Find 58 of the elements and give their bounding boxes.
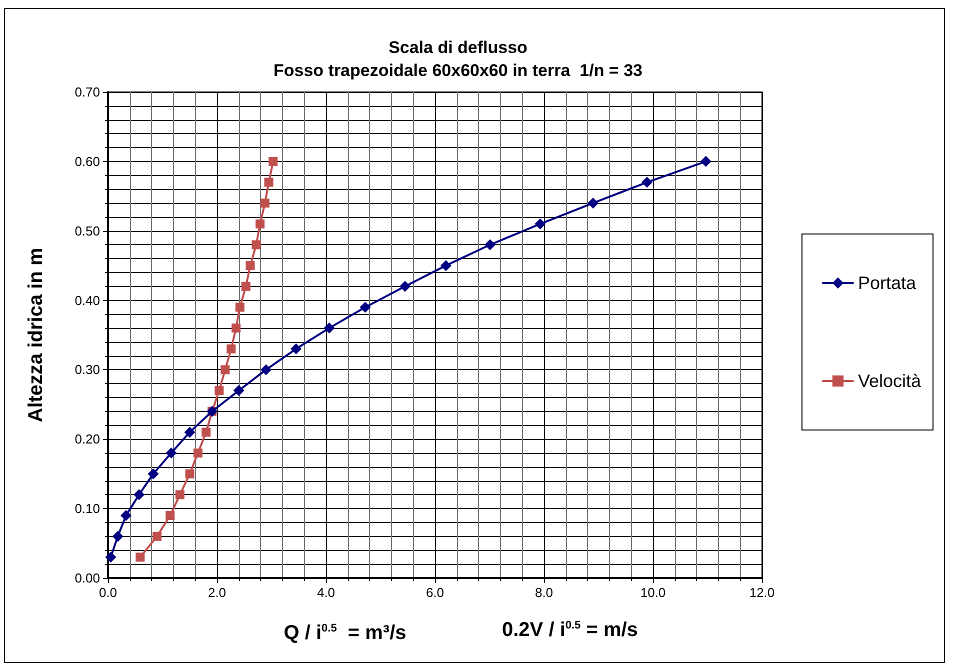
point (260, 364, 272, 376)
point (241, 282, 250, 291)
y-tick-label: 0.70 (74, 84, 100, 100)
point (233, 385, 244, 396)
point (232, 324, 241, 333)
point (256, 219, 265, 228)
y-tick-label: 0.60 (74, 154, 100, 169)
point (152, 532, 162, 541)
point (166, 448, 177, 459)
point (112, 530, 124, 542)
point (185, 469, 194, 478)
point (166, 511, 175, 520)
x-tick-label: 4.0 (316, 585, 336, 600)
point (252, 240, 261, 250)
point (136, 552, 145, 562)
legend-label: Portata (858, 273, 917, 293)
point (264, 178, 274, 187)
point (202, 428, 211, 437)
point (193, 448, 202, 458)
chart-title: Scala di deflusso (388, 38, 528, 57)
point (290, 343, 302, 354)
y-tick-label: 0.40 (74, 292, 100, 308)
x-tick-label: 10.0 (640, 585, 666, 600)
y-tick-label: 0.30 (74, 362, 100, 378)
point (105, 552, 116, 563)
y-tick-label: 0.00 (74, 570, 100, 586)
point (220, 365, 230, 374)
y-tick-label: 0.10 (74, 501, 100, 516)
x-tick-label: 6.0 (426, 585, 444, 600)
point (120, 510, 132, 522)
point (534, 218, 546, 230)
legend-label: Velocità (858, 371, 922, 391)
point (184, 426, 196, 438)
y-axis-title: Altezza idrica in m (25, 248, 47, 422)
point (440, 260, 452, 272)
point (400, 280, 411, 292)
point (214, 386, 224, 396)
y-tick-label: 0.20 (74, 432, 100, 447)
x-tick-label: 0.0 (98, 585, 118, 600)
y-tick-label: 0.50 (74, 223, 100, 238)
point (642, 176, 653, 188)
point (235, 302, 244, 312)
point (588, 198, 599, 209)
x-tick-label: 8.0 (534, 585, 554, 600)
point (484, 239, 496, 250)
point (260, 198, 270, 208)
point (268, 156, 278, 166)
point (175, 490, 184, 500)
point (148, 468, 159, 480)
x-tick-label: 2.0 (208, 585, 226, 600)
point (360, 302, 371, 313)
point (246, 261, 255, 270)
chart-subtitle: Fosso trapezoidale 60x60x60 in terra 1/n = 33 (274, 61, 642, 80)
point (134, 489, 145, 500)
point (700, 156, 712, 167)
point (324, 322, 335, 334)
x-tick-label: 12.0 (749, 585, 775, 600)
point (226, 344, 236, 354)
